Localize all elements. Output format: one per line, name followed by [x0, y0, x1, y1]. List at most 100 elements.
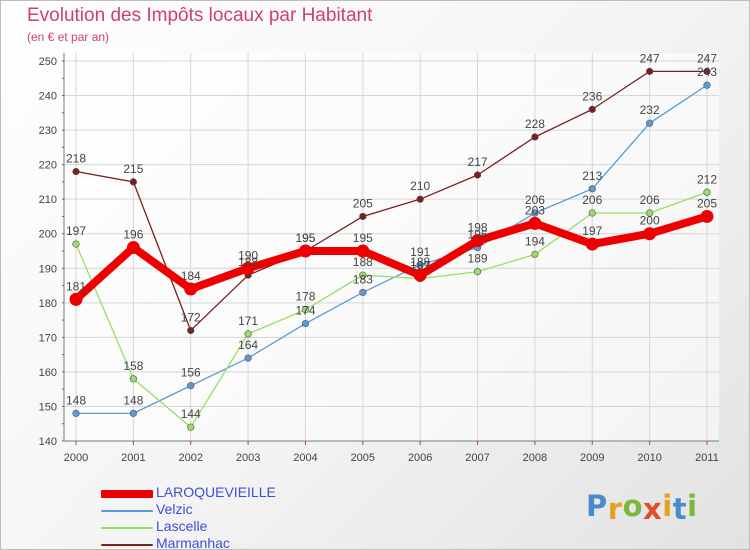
- data-label-marmanhac: 210: [410, 179, 430, 193]
- brand-logo: Proxiti: [586, 489, 698, 526]
- data-label-lascelle: 197: [66, 224, 86, 238]
- data-label-lascelle: 144: [181, 407, 201, 421]
- brand-letter: i: [687, 489, 698, 523]
- legend-swatch: [101, 527, 153, 529]
- y-tick-label: 140: [39, 436, 57, 448]
- x-tick-label: 2009: [580, 452, 604, 464]
- data-point-marmanhac: [588, 105, 596, 113]
- data-point-laroquevieille: [700, 209, 714, 223]
- legend-item-velzic: Velzic: [101, 501, 361, 519]
- data-label-marmanhac: 195: [295, 231, 315, 245]
- data-point-lascelle: [473, 268, 482, 276]
- series-line-marmanhac: [75, 70, 708, 332]
- data-label-lascelle: 206: [640, 193, 660, 207]
- data-label-laroquevieille: 188: [410, 255, 430, 269]
- data-label-lascelle: 171: [238, 314, 258, 328]
- x-tick-label: 2001: [121, 452, 145, 464]
- brand-letter: x: [643, 492, 663, 526]
- data-label-lascelle: 206: [582, 193, 602, 207]
- data-point-velzic: [416, 261, 424, 269]
- x-tick-label: 2006: [408, 452, 432, 464]
- y-tick-label: 240: [39, 91, 57, 103]
- data-label-velzic: 191: [410, 245, 430, 259]
- plot-area: [64, 53, 719, 441]
- chart-title: Evolution des Impôts locaux par Habitant: [27, 5, 373, 26]
- data-point-marmanhac: [72, 167, 80, 176]
- x-tick-label: 2011: [695, 452, 719, 464]
- data-point-velzic: [359, 288, 367, 297]
- y-tick-label: 230: [39, 125, 57, 137]
- data-label-velzic: 196: [468, 228, 488, 242]
- data-point-lascelle: [187, 423, 195, 431]
- data-point-marmanhac: [703, 67, 711, 75]
- data-point-laroquevieille: [413, 268, 427, 282]
- y-tick-label: 190: [39, 263, 57, 275]
- legend-swatch: [101, 544, 153, 546]
- data-label-laroquevieille: 181: [66, 279, 86, 293]
- data-point-velzic: [588, 185, 596, 193]
- data-point-laroquevieille: [643, 227, 657, 241]
- data-point-laroquevieille: [126, 241, 140, 255]
- data-label-laroquevieille: 203: [525, 203, 545, 217]
- data-point-laroquevieille: [471, 234, 485, 248]
- data-point-laroquevieille: [241, 261, 255, 275]
- chart-subtitle: (en € et par an): [27, 30, 110, 44]
- series-line-lascelle: [75, 191, 708, 428]
- data-point-laroquevieille: [298, 244, 312, 258]
- legend-item-marmanhac: Marmanhac: [101, 535, 361, 549]
- data-label-lascelle: 212: [697, 172, 717, 186]
- y-tick-label: 160: [39, 367, 57, 379]
- data-point-lascelle: [244, 330, 252, 338]
- data-label-laroquevieille: 196: [123, 228, 143, 242]
- data-point-laroquevieille: [356, 244, 370, 258]
- data-point-velzic: [244, 354, 252, 362]
- data-label-laroquevieille: 184: [181, 269, 201, 283]
- x-tick-label: 2007: [465, 452, 489, 464]
- data-label-laroquevieille: 200: [640, 214, 660, 228]
- data-point-velzic: [646, 119, 654, 127]
- data-point-lascelle: [359, 271, 367, 279]
- brand-letter: P: [586, 489, 608, 523]
- data-point-velzic: [531, 209, 539, 217]
- data-label-lascelle: 187: [410, 259, 430, 273]
- data-label-lascelle: 188: [353, 255, 373, 269]
- data-point-marmanhac: [359, 212, 367, 221]
- data-label-marmanhac: 218: [66, 152, 86, 166]
- legend-item-lascelle: Lascelle: [101, 518, 361, 536]
- x-tick-label: 2004: [293, 452, 317, 464]
- data-point-laroquevieille: [585, 237, 599, 251]
- legend-label: Velzic: [156, 501, 193, 517]
- x-tick-label: 2010: [637, 452, 661, 464]
- y-tick-label: 210: [39, 194, 57, 206]
- y-tick-label: 170: [39, 332, 57, 344]
- data-point-laroquevieille: [69, 292, 83, 306]
- data-label-marmanhac: 172: [181, 310, 201, 324]
- x-tick-label: 2000: [64, 452, 88, 464]
- data-point-marmanhac: [187, 326, 195, 335]
- data-label-velzic: 206: [525, 193, 545, 207]
- x-tick-label: 2002: [178, 452, 202, 464]
- data-label-velzic: 156: [181, 366, 201, 380]
- data-label-marmanhac: 228: [525, 117, 545, 131]
- brand-letter: r: [607, 492, 623, 526]
- series-line-laroquevieille: [72, 212, 711, 304]
- data-point-velzic: [129, 409, 137, 417]
- data-label-lascelle: 158: [123, 359, 143, 373]
- data-label-lascelle: 178: [295, 290, 315, 304]
- data-point-lascelle: [301, 306, 310, 314]
- data-point-marmanhac: [473, 171, 482, 179]
- data-label-marmanhac: 236: [582, 89, 602, 103]
- data-point-lascelle: [588, 209, 596, 217]
- x-tick-label: 2003: [236, 452, 260, 464]
- x-tick-label: 2008: [523, 452, 547, 464]
- data-label-laroquevieille: 205: [697, 196, 717, 210]
- data-label-velzic: 164: [238, 338, 258, 352]
- data-label-marmanhac: 215: [123, 162, 143, 176]
- y-tick-label: 180: [39, 298, 57, 310]
- data-label-marmanhac: 205: [353, 196, 373, 210]
- data-label-marmanhac: 247: [697, 51, 717, 65]
- x-tick-label: 2005: [351, 452, 375, 464]
- data-point-marmanhac: [129, 178, 137, 186]
- data-label-velzic: 183: [353, 272, 373, 286]
